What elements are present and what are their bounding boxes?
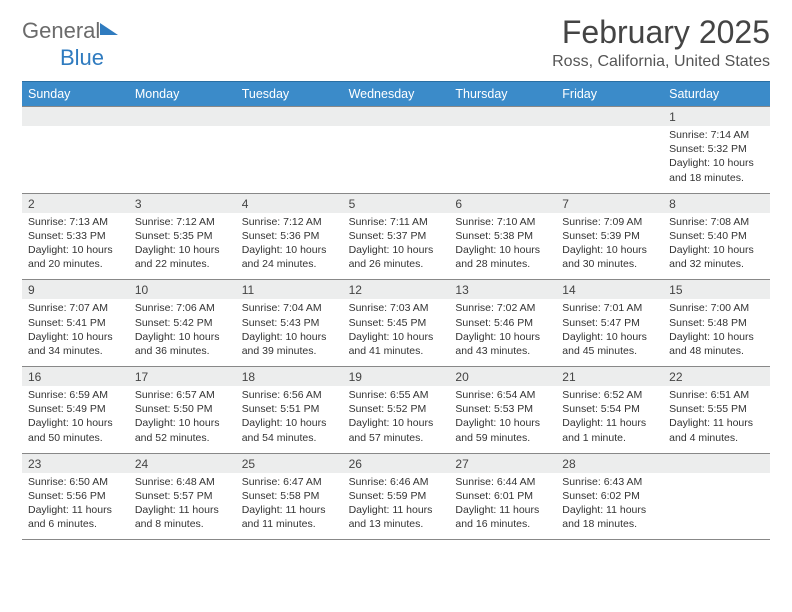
location-text: Ross, California, United States: [552, 53, 770, 71]
day-cell: Sunrise: 7:12 AM Sunset: 5:36 PM Dayligh…: [236, 213, 343, 280]
day-cell: Sunrise: 7:13 AM Sunset: 5:33 PM Dayligh…: [22, 213, 129, 280]
day-cell: Sunrise: 6:47 AM Sunset: 5:58 PM Dayligh…: [236, 473, 343, 540]
day-number: 18: [236, 367, 343, 386]
day-number: 14: [556, 280, 663, 299]
daynum-row: 2345678: [22, 193, 770, 213]
day-cell: Sunrise: 6:48 AM Sunset: 5:57 PM Dayligh…: [129, 473, 236, 540]
day-cell: Sunrise: 6:56 AM Sunset: 5:51 PM Dayligh…: [236, 386, 343, 453]
weekday-header: Thursday: [449, 82, 556, 106]
day-cell: Sunrise: 6:46 AM Sunset: 5:59 PM Dayligh…: [343, 473, 450, 540]
day-cell: Sunrise: 7:02 AM Sunset: 5:46 PM Dayligh…: [449, 299, 556, 366]
day-cell: Sunrise: 7:03 AM Sunset: 5:45 PM Dayligh…: [343, 299, 450, 366]
day-cell: Sunrise: 7:06 AM Sunset: 5:42 PM Dayligh…: [129, 299, 236, 366]
day-number: 1: [663, 107, 770, 126]
day-cell: [22, 126, 129, 193]
day-number: 23: [22, 454, 129, 473]
week-row: Sunrise: 7:13 AM Sunset: 5:33 PM Dayligh…: [22, 213, 770, 280]
day-cell: [236, 126, 343, 193]
day-cell: Sunrise: 6:55 AM Sunset: 5:52 PM Dayligh…: [343, 386, 450, 453]
day-number: 17: [129, 367, 236, 386]
day-number: 10: [129, 280, 236, 299]
weekday-header: Tuesday: [236, 82, 343, 106]
day-number: 8: [663, 194, 770, 213]
weekday-header: Saturday: [663, 82, 770, 106]
day-number: 3: [129, 194, 236, 213]
day-cell: Sunrise: 6:51 AM Sunset: 5:55 PM Dayligh…: [663, 386, 770, 453]
day-number: 25: [236, 454, 343, 473]
day-number: 13: [449, 280, 556, 299]
day-number: 11: [236, 280, 343, 299]
day-number: [663, 454, 770, 473]
calendar-grid: Sunday Monday Tuesday Wednesday Thursday…: [22, 81, 770, 540]
day-number: [22, 107, 129, 126]
day-number: 2: [22, 194, 129, 213]
week-row: Sunrise: 7:07 AM Sunset: 5:41 PM Dayligh…: [22, 299, 770, 366]
day-number: [343, 107, 450, 126]
day-cell: [129, 126, 236, 193]
day-cell: Sunrise: 7:11 AM Sunset: 5:37 PM Dayligh…: [343, 213, 450, 280]
day-cell: Sunrise: 7:01 AM Sunset: 5:47 PM Dayligh…: [556, 299, 663, 366]
weekday-header: Friday: [556, 82, 663, 106]
day-number: 19: [343, 367, 450, 386]
day-number: 24: [129, 454, 236, 473]
brand-logo: General: [22, 18, 120, 44]
weekday-header: Wednesday: [343, 82, 450, 106]
day-cell: Sunrise: 6:44 AM Sunset: 6:01 PM Dayligh…: [449, 473, 556, 540]
week-row: Sunrise: 7:14 AM Sunset: 5:32 PM Dayligh…: [22, 126, 770, 193]
day-cell: Sunrise: 7:04 AM Sunset: 5:43 PM Dayligh…: [236, 299, 343, 366]
weekday-header: Monday: [129, 82, 236, 106]
brand-triangle-icon: [100, 23, 118, 35]
day-cell: Sunrise: 6:57 AM Sunset: 5:50 PM Dayligh…: [129, 386, 236, 453]
day-number: 9: [22, 280, 129, 299]
day-cell: [663, 473, 770, 540]
day-number: 26: [343, 454, 450, 473]
day-number: 16: [22, 367, 129, 386]
day-cell: [449, 126, 556, 193]
day-number: 7: [556, 194, 663, 213]
week-row: Sunrise: 6:50 AM Sunset: 5:56 PM Dayligh…: [22, 473, 770, 540]
day-cell: Sunrise: 7:08 AM Sunset: 5:40 PM Dayligh…: [663, 213, 770, 280]
brand-word-2: Blue: [60, 45, 104, 70]
day-number: [556, 107, 663, 126]
day-cell: Sunrise: 7:14 AM Sunset: 5:32 PM Dayligh…: [663, 126, 770, 193]
day-number: [129, 107, 236, 126]
day-number: 12: [343, 280, 450, 299]
day-cell: Sunrise: 7:12 AM Sunset: 5:35 PM Dayligh…: [129, 213, 236, 280]
weeks-container: 1Sunrise: 7:14 AM Sunset: 5:32 PM Daylig…: [22, 106, 770, 539]
day-number: 6: [449, 194, 556, 213]
day-number: 5: [343, 194, 450, 213]
day-number: [236, 107, 343, 126]
weekday-header: Sunday: [22, 82, 129, 106]
day-cell: Sunrise: 7:07 AM Sunset: 5:41 PM Dayligh…: [22, 299, 129, 366]
day-number: 22: [663, 367, 770, 386]
calendar-page: General February 2025 Ross, California, …: [0, 0, 792, 554]
daynum-row: 16171819202122: [22, 366, 770, 386]
day-cell: Sunrise: 6:59 AM Sunset: 5:49 PM Dayligh…: [22, 386, 129, 453]
day-cell: Sunrise: 6:43 AM Sunset: 6:02 PM Dayligh…: [556, 473, 663, 540]
month-title: February 2025: [552, 14, 770, 51]
day-cell: Sunrise: 6:54 AM Sunset: 5:53 PM Dayligh…: [449, 386, 556, 453]
daynum-row: 232425262728: [22, 453, 770, 473]
title-block: February 2025 Ross, California, United S…: [552, 14, 770, 71]
day-number: 4: [236, 194, 343, 213]
day-number: 28: [556, 454, 663, 473]
day-cell: Sunrise: 7:09 AM Sunset: 5:39 PM Dayligh…: [556, 213, 663, 280]
daynum-row: 9101112131415: [22, 279, 770, 299]
day-number: [449, 107, 556, 126]
day-cell: Sunrise: 7:00 AM Sunset: 5:48 PM Dayligh…: [663, 299, 770, 366]
day-number: 21: [556, 367, 663, 386]
day-number: 15: [663, 280, 770, 299]
day-cell: Sunrise: 7:10 AM Sunset: 5:38 PM Dayligh…: [449, 213, 556, 280]
day-cell: [343, 126, 450, 193]
day-number: 20: [449, 367, 556, 386]
daynum-row: 1: [22, 106, 770, 126]
day-cell: Sunrise: 6:52 AM Sunset: 5:54 PM Dayligh…: [556, 386, 663, 453]
day-cell: Sunrise: 6:50 AM Sunset: 5:56 PM Dayligh…: [22, 473, 129, 540]
day-cell: [556, 126, 663, 193]
brand-word-1: General: [22, 18, 100, 44]
day-number: 27: [449, 454, 556, 473]
weekday-header-row: Sunday Monday Tuesday Wednesday Thursday…: [22, 81, 770, 106]
week-row: Sunrise: 6:59 AM Sunset: 5:49 PM Dayligh…: [22, 386, 770, 453]
